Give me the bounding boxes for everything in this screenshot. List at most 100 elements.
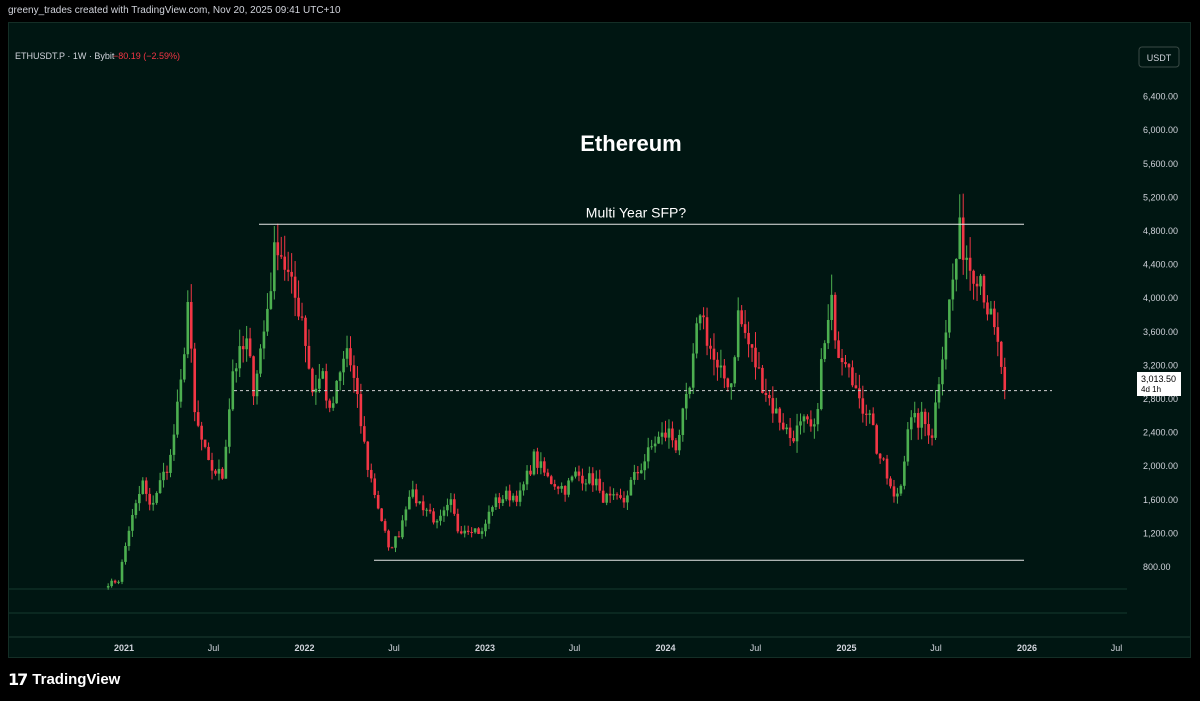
candle-body (186, 302, 190, 355)
time-tick-label: 2025 (836, 643, 856, 653)
price-tick-label: 4,400.00 (1143, 260, 1178, 270)
candle-body (408, 496, 411, 510)
candle-body (681, 408, 685, 435)
candle-body (172, 434, 176, 455)
candle-body (480, 531, 484, 534)
candle-body (324, 371, 328, 401)
candle-body (671, 428, 674, 441)
price-tick-label: 5,200.00 (1143, 192, 1178, 202)
candle-body (605, 493, 608, 503)
candle-body (363, 426, 366, 442)
candle-body (366, 441, 370, 470)
candle-body (106, 586, 110, 588)
candle-body (795, 425, 799, 442)
candle-body (691, 353, 695, 388)
candle-body (896, 493, 899, 497)
candle-body (421, 501, 425, 511)
candle-body (608, 493, 612, 496)
symbol-info[interactable]: ETHUSDT.P · 1W · Bybit (15, 51, 115, 61)
time-axis[interactable]: 2021 Jul 2022 Jul 2023 Jul 2024 Jul 2025 Jul 2026 J… (114, 643, 1122, 653)
candle-body (633, 472, 636, 480)
candle-body (567, 480, 570, 495)
candle-body (636, 472, 640, 474)
footer-bar (0, 658, 1200, 701)
candle-body (477, 528, 480, 534)
candle-body (948, 299, 951, 333)
candle-body (993, 308, 996, 328)
time-tick-label: Jul (208, 643, 220, 653)
candle-body (729, 383, 733, 388)
candle-body (954, 258, 958, 280)
candle-body (176, 401, 179, 435)
candle-body (134, 503, 138, 516)
time-tick-label: Jul (569, 643, 581, 653)
candle-body (979, 275, 982, 287)
candle-body (300, 316, 304, 318)
candle-body (283, 256, 287, 270)
price-tick-label: 800.00 (1143, 562, 1171, 572)
candle-body (373, 478, 377, 495)
candle-body (380, 508, 383, 522)
candle-body (712, 348, 716, 360)
candle-body (556, 486, 560, 489)
candle-body (695, 323, 698, 354)
candle-body (432, 511, 435, 523)
candle-body (418, 501, 422, 504)
candle-body (951, 279, 955, 300)
candle-body (709, 345, 712, 349)
candle-body (117, 581, 120, 583)
candle-body (996, 327, 1000, 342)
tradingview-logo[interactable]: 17 TradingView (8, 670, 120, 689)
candlestick-chart[interactable]: Multi Year SFP? Ethereum ETHUSDT.P · 1W … (9, 23, 1190, 657)
candle-body (328, 400, 332, 408)
candle-body (304, 317, 307, 346)
candle-body (684, 394, 688, 409)
candle-body (736, 310, 740, 358)
candle-body (574, 471, 577, 477)
candle-body (864, 413, 868, 415)
candle-body (788, 427, 792, 439)
candle-body (318, 378, 321, 389)
candle-body (802, 416, 806, 422)
candle-body (279, 255, 283, 257)
currency-button[interactable]: USDT (1138, 46, 1180, 68)
candle-body (428, 509, 432, 512)
price-tick-label: 1,600.00 (1143, 495, 1178, 505)
chart-panel[interactable]: Multi Year SFP? Ethereum ETHUSDT.P · 1W … (8, 22, 1191, 658)
candle-body (653, 443, 657, 447)
candle-body (698, 315, 702, 324)
time-tick-label: 2021 (114, 643, 134, 653)
candle-body (588, 473, 591, 484)
candle-body (643, 461, 647, 471)
candle-body (885, 458, 889, 479)
candle-body (207, 446, 210, 461)
candle-body (158, 480, 162, 494)
candle-body (494, 497, 498, 508)
time-tick-label: Jul (388, 643, 400, 653)
candle-body (768, 395, 771, 399)
candle-body (307, 345, 311, 369)
candle-body (598, 478, 602, 491)
candle-body (376, 494, 380, 509)
candle-body (899, 485, 903, 494)
candle-body (241, 346, 245, 350)
candle-body (522, 484, 525, 491)
candle-body (733, 357, 737, 384)
candle-body (726, 378, 730, 388)
candle-body (903, 461, 906, 486)
candle-body (470, 531, 473, 533)
candle-body (141, 480, 145, 495)
candle-body (456, 513, 460, 532)
candle-body (792, 438, 795, 442)
price-tick-label: 3,600.00 (1143, 327, 1178, 337)
price-axis[interactable]: 6,400.00 6,000.00 5,600.00 5,200.00 4,800.00… (1143, 92, 1178, 572)
candle-body (754, 347, 757, 368)
candle-body (678, 434, 681, 451)
candle-body (657, 436, 660, 444)
candle-body (200, 425, 203, 440)
candle-body (484, 523, 487, 532)
candle-body (570, 476, 574, 481)
candle-body (515, 495, 518, 502)
candle-body (965, 257, 968, 260)
candle-body (189, 302, 193, 349)
